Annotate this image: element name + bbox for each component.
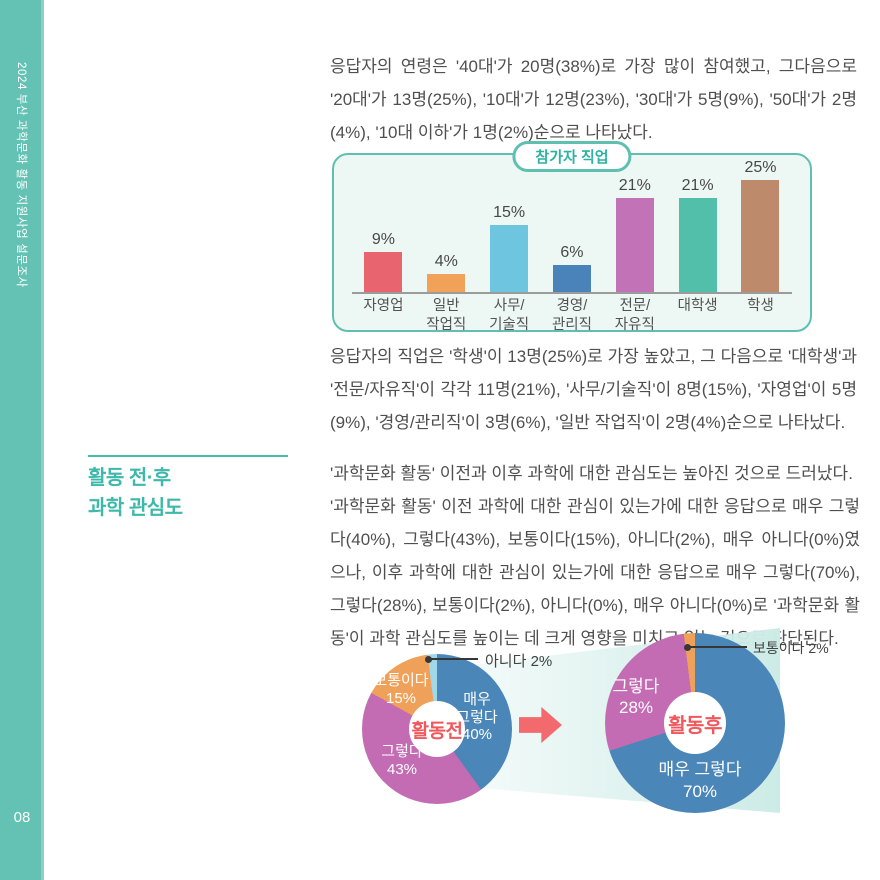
section-title: 활동 전·후 과학 관심도: [88, 467, 183, 519]
slice-label-verygood-after: 매우 그렇다 70%: [658, 760, 742, 801]
callout-dot-before: [425, 656, 432, 663]
callout-dot-after: [684, 644, 691, 651]
category-label: 전문/ 자유직: [614, 298, 655, 333]
bar-value-label: 9%: [371, 230, 395, 248]
slice-label-normal-before: 보통이다 15%: [373, 672, 429, 707]
bar-value-label: 15%: [493, 203, 526, 221]
callout-label-before: 아니다 2%: [485, 653, 553, 670]
section-heading-block: 활동 전·후 과학 관심도: [88, 455, 288, 523]
donut-center-label-before: 활동전: [411, 720, 463, 742]
bar-value-label: 4%: [434, 253, 458, 270]
callout-line-after: [690, 646, 747, 648]
sidebar-edge-highlight: [41, 0, 44, 880]
bar-value-label: 6%: [560, 244, 584, 261]
bar-전문자유직: [615, 197, 654, 292]
donut-center-label-after: 활동후: [668, 714, 722, 737]
bar-column: 21%: [606, 176, 664, 292]
sidebar: [0, 0, 44, 880]
donut-hole-before: 활동전: [409, 701, 465, 757]
slice-label-good-after: 그렇다 28%: [612, 677, 660, 717]
bar-value-label: 21%: [618, 176, 651, 194]
bar-경영관리직: [552, 265, 591, 292]
page-number: 08: [13, 809, 31, 826]
paragraph-job-distribution: 응답자의 직업은 '학생'이 13명(25%)로 가장 높았고, 그 다음으로 …: [330, 347, 857, 432]
category-label: 학생: [747, 298, 774, 314]
bar-학생: [741, 179, 780, 292]
bar-대학생: [678, 197, 717, 292]
sidebar-vertical-title: 2024 부산 과학문화 활동 지원사업 설문조사: [15, 62, 27, 288]
paragraph-interest-change: '과학문화 활동' 이전과 이후 과학에 대한 관심도는 높아진 것으로 드러났…: [330, 464, 860, 648]
bar-value-label: 21%: [681, 176, 714, 194]
bar-column: 15%: [480, 203, 538, 292]
bar-자영업: [364, 251, 403, 292]
bar-chart-title-badge: 참가자 직업: [512, 141, 632, 172]
bar-column: 21%: [669, 176, 727, 292]
category-label: 자영업: [363, 298, 404, 314]
category-label: 대학생: [677, 298, 718, 314]
category-label: 일반 작업직: [426, 298, 467, 333]
bar-일반작업직: [427, 274, 466, 292]
bar-column: 4%: [417, 253, 475, 292]
category-label: 경영/ 관리직: [551, 298, 592, 333]
bar-사무기술직: [490, 224, 529, 292]
bar-column: 6%: [543, 244, 601, 292]
slice-label-verygood-before: 매우 그렇다 40%: [456, 691, 498, 743]
bar-column: 9%: [354, 230, 412, 292]
pie-charts-area: 활동전 매우 그렇다 40% 그렇다 43% 보통이다 15% 아니다 2% 활…: [330, 620, 880, 835]
bar-column: 25%: [731, 158, 789, 292]
bar-value-label: 25%: [744, 158, 777, 176]
bar-chart-category-axis: 자영업 일반 작업직 사무/ 기술직 경영/ 관리직 전문/ 자유직 대학생 학…: [352, 297, 792, 335]
bar-chart-plot-area: 9% 4% 15% 6% 21% 21%: [352, 155, 792, 294]
donut-hole-after: 활동후: [664, 692, 726, 754]
callout-line-before: [431, 658, 478, 660]
callout-label-after: 보통이다 2%: [753, 640, 829, 656]
category-label: 사무/ 기술직: [489, 298, 530, 333]
slice-label-good-before: 그렇다 43%: [381, 743, 423, 778]
paragraph-age-distribution: 응답자의 연령은 '40대'가 20명(38%)로 가장 많이 참여했고, 그다…: [330, 57, 857, 142]
bar-chart-participant-jobs: 참가자 직업 9% 4% 15% 6% 21% 2: [332, 141, 812, 335]
